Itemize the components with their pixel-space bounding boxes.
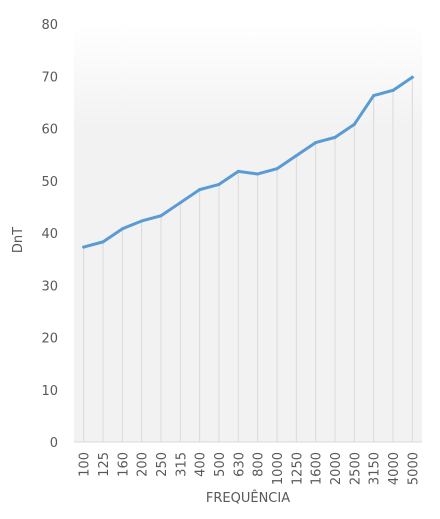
data-point bbox=[314, 141, 318, 145]
x-tick-label: 160 bbox=[116, 452, 131, 477]
x-tick-label: 5000 bbox=[406, 452, 421, 485]
y-tick-label: 10 bbox=[41, 384, 58, 399]
x-tick-label: 1000 bbox=[271, 452, 286, 485]
data-point bbox=[198, 188, 202, 192]
data-point bbox=[82, 245, 86, 249]
data-point bbox=[236, 169, 240, 173]
x-axis-tick-labels: 100 125 160 200 250 315 400 500 630 800 1000 1250 16… bbox=[78, 452, 422, 485]
x-tick-label: 1250 bbox=[290, 452, 305, 485]
y-tick-label: 30 bbox=[41, 279, 58, 294]
x-tick-label: 250 bbox=[155, 452, 170, 477]
x-tick-label: 630 bbox=[232, 452, 247, 477]
data-point bbox=[256, 172, 260, 176]
y-tick-label: 50 bbox=[41, 175, 58, 190]
y-tick-label: 60 bbox=[41, 123, 58, 138]
y-axis-title: DnT bbox=[11, 227, 26, 253]
x-tick-label: 800 bbox=[252, 452, 267, 477]
data-point bbox=[140, 219, 144, 223]
y-tick-label: 70 bbox=[41, 70, 58, 85]
data-point bbox=[217, 182, 221, 186]
drop-lines bbox=[83, 77, 413, 442]
series-line bbox=[82, 75, 414, 249]
data-point bbox=[178, 201, 182, 205]
x-tick-label: 4000 bbox=[387, 452, 402, 485]
x-tick-label: 200 bbox=[136, 452, 151, 477]
data-point bbox=[101, 240, 105, 244]
x-tick-label: 500 bbox=[213, 452, 228, 477]
x-tick-label: 100 bbox=[78, 452, 93, 477]
x-tick-label: 2500 bbox=[348, 452, 363, 485]
plot-area bbox=[74, 24, 422, 442]
x-tick-label: 400 bbox=[194, 452, 209, 477]
x-tick-label: 315 bbox=[174, 452, 189, 477]
data-point bbox=[333, 135, 337, 139]
y-tick-label: 80 bbox=[41, 18, 58, 33]
data-point bbox=[410, 75, 414, 79]
data-point bbox=[275, 167, 279, 171]
x-tick-label: 125 bbox=[97, 452, 112, 477]
data-point bbox=[372, 94, 376, 98]
y-tick-label: 40 bbox=[41, 227, 58, 242]
data-point bbox=[294, 154, 298, 158]
data-point bbox=[120, 227, 124, 231]
data-point bbox=[352, 122, 356, 126]
x-tick-label: 1600 bbox=[310, 452, 325, 485]
x-axis-title: FREQUÊNCIA bbox=[206, 490, 290, 506]
y-axis-tick-labels: 0 10 20 30 40 50 60 70 80 bbox=[41, 18, 58, 451]
y-tick-label: 20 bbox=[41, 332, 58, 347]
x-tick-label: 3150 bbox=[368, 452, 383, 485]
y-tick-label: 0 bbox=[50, 436, 58, 451]
data-point bbox=[391, 88, 395, 92]
data-point bbox=[159, 214, 163, 218]
x-tick-label: 2000 bbox=[329, 452, 344, 485]
